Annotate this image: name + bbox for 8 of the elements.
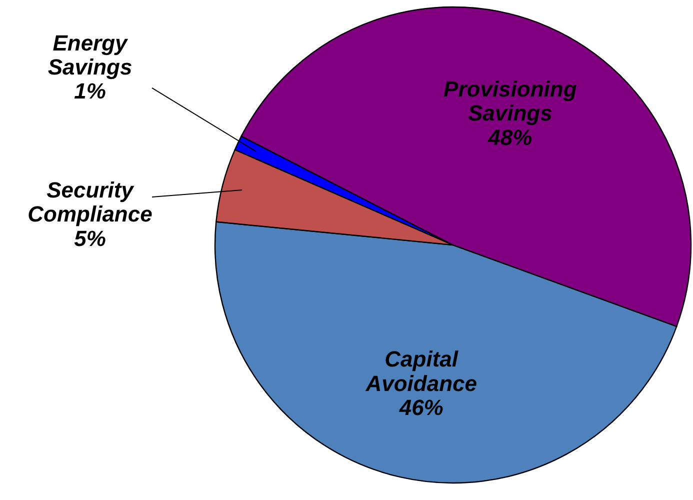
slice-label: Provisioning Savings (444, 76, 578, 126)
data-label: 48% (487, 124, 532, 150)
data-label: 5% (74, 226, 106, 251)
slice-label: Security Compliance (28, 177, 152, 227)
slice-label: Capital Avoidance (364, 346, 477, 396)
data-label: 1% (74, 78, 106, 104)
slice-label: Energy Savings (48, 30, 132, 80)
data-label: 46% (398, 395, 444, 420)
